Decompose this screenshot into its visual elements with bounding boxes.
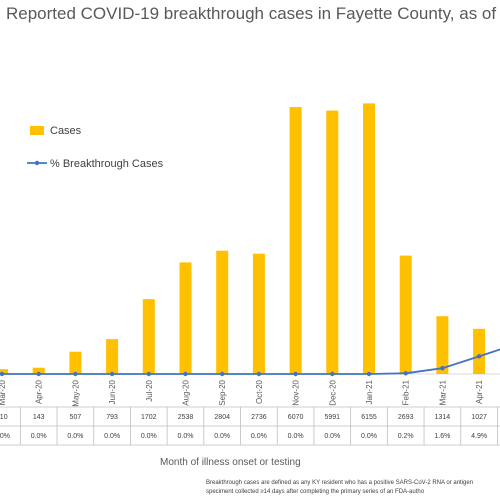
x-axis-title: Month of illness onset or testing	[160, 457, 301, 468]
x-tick-Apr-20: Apr-20	[35, 379, 44, 404]
table-cases-Dec-20: 5991	[325, 414, 341, 421]
table-pct-Feb-21: 0.2%	[398, 433, 414, 440]
table-pct-Jan-21: 0.0%	[361, 433, 377, 440]
legend-pct-marker	[34, 160, 40, 166]
pct-point-Mar-21	[440, 366, 445, 371]
chart-title: Reported COVID-19 breakthrough cases in …	[6, 4, 500, 23]
bar-Oct-20	[252, 253, 265, 374]
table-cases-May-20: 507	[70, 414, 82, 421]
table-pct-Apr-20: 0.0%	[31, 433, 47, 440]
pct-point-Jul-20	[146, 371, 151, 377]
x-tick-Oct-20: Oct-20	[255, 379, 264, 404]
bar-Feb-21	[399, 255, 412, 374]
table-cases-Jul-20: 1702	[141, 414, 157, 421]
pct-point-Jan-21	[366, 371, 372, 377]
x-tick-Mar-20: Mar-20	[0, 379, 7, 405]
table-pct-Sep-20: 0.0%	[214, 433, 230, 440]
pct-point-Aug-20	[183, 371, 188, 377]
x-tick-Aug-20: Aug-20	[182, 379, 191, 405]
x-tick-Jul-20: Jul-20	[145, 379, 154, 401]
bar-Aug-20	[179, 262, 192, 374]
table-cases-Oct-20: 2736	[251, 414, 267, 421]
footnote-line-1: speciment collected ≥14 days after compl…	[206, 489, 425, 495]
table-pct-Mar-21: 1.6%	[434, 433, 450, 440]
bar-Jun-20	[106, 339, 119, 374]
footnote-line-0: Breakthrough cases are defined as any KY…	[206, 480, 473, 486]
pct-point-Nov-20	[293, 371, 298, 377]
pct-breakthrough-line	[2, 348, 500, 375]
table-pct-Mar-20: 0.0%	[0, 433, 10, 440]
x-tick-Jun-20: Jun-20	[108, 379, 117, 404]
pct-point-Apr-20	[36, 371, 41, 377]
x-tick-Dec-20: Dec-20	[328, 379, 337, 405]
x-tick-Jan-21: Jan-21	[365, 379, 374, 404]
table-pct-Nov-20: 0.0%	[288, 433, 304, 440]
bar-Mar-21	[436, 316, 449, 374]
pct-point-Oct-20	[256, 371, 262, 377]
bar-May-20	[69, 351, 82, 374]
bar-Nov-20	[289, 107, 302, 374]
x-tick-Mar-21: Mar-21	[438, 379, 447, 405]
bar-Dec-20	[326, 110, 339, 375]
pct-point-Feb-21	[403, 371, 408, 376]
table-cases-Apr-21: 1027	[471, 414, 487, 421]
legend-cases-swatch	[30, 126, 44, 135]
bar-Apr-20	[32, 367, 45, 374]
bar-Jul-20	[142, 299, 155, 374]
bar-Jan-21	[363, 103, 375, 374]
bar-Sep-20	[216, 250, 229, 374]
bar-Mar-20	[0, 369, 8, 374]
x-tick-May-20: May-20	[71, 379, 80, 406]
bar-Apr-21	[473, 328, 486, 374]
pct-point-May-20	[73, 371, 78, 377]
table-cases-Sep-20: 2804	[214, 414, 230, 421]
x-tick-Nov-20: Nov-20	[292, 379, 301, 405]
table-pct-Oct-20: 0.0%	[251, 433, 267, 440]
table-cases-Jun-20: 793	[106, 414, 118, 421]
table-cases-Nov-20: 6070	[288, 414, 304, 421]
pct-point-Apr-21	[476, 354, 482, 359]
table-cases-Feb-21: 2693	[398, 414, 414, 421]
pct-point-Jun-20	[109, 371, 115, 377]
x-tick-Feb-21: Feb-21	[402, 379, 411, 405]
table-cases-Apr-20: 143	[33, 414, 45, 421]
pct-point-Dec-20	[330, 371, 335, 377]
table-cases-Jan-21: 6155	[361, 414, 377, 421]
table-pct-Jul-20: 0.0%	[141, 433, 157, 440]
pct-point-Mar-20	[0, 371, 5, 377]
table-cases-Mar-21: 1314	[435, 414, 451, 421]
legend-pct-label: % Breakthrough Cases	[50, 158, 164, 170]
table-pct-Apr-21: 4.9%	[471, 433, 487, 440]
table-pct-Jun-20: 0.0%	[104, 433, 120, 440]
table-pct-May-20: 0.0%	[67, 433, 83, 440]
table-pct-Aug-20: 0.0%	[178, 433, 194, 440]
legend-cases-label: Cases	[50, 125, 82, 137]
x-tick-Apr-21: Apr-21	[475, 379, 484, 404]
x-tick-Sep-20: Sep-20	[218, 379, 227, 405]
table-cases-Aug-20: 2538	[178, 414, 194, 421]
table-pct-Dec-20: 0.0%	[324, 433, 340, 440]
pct-point-Sep-20	[220, 371, 225, 377]
table-cases-Mar-20: 110	[0, 414, 8, 421]
